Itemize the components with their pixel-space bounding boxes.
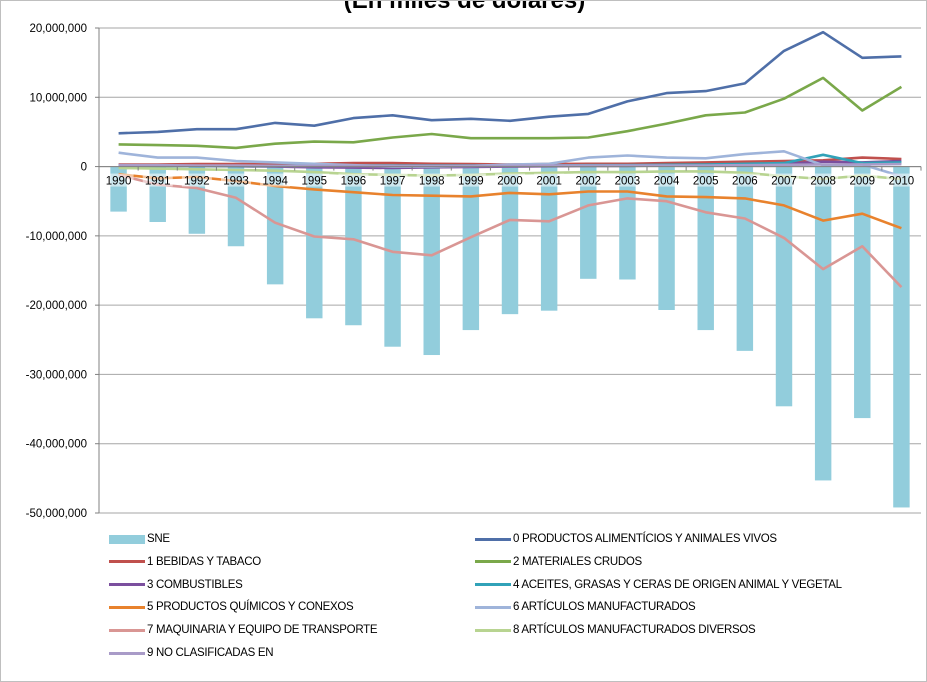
chart-title: (En miles de dólares) — [343, 0, 586, 14]
x-tick-label: 2003 — [615, 176, 641, 188]
bar-sne-1996 — [345, 166, 362, 326]
bar-sne-1998 — [423, 166, 440, 356]
x-tick-label-bg — [651, 173, 682, 187]
x-tick-label: 2001 — [536, 176, 562, 188]
bar-sne-2004 — [658, 166, 675, 310]
bar-sne-2010 — [893, 166, 910, 508]
y-axis: 20,000,000 10,000,000 0 -10,000,000 -20,000,… — [26, 23, 100, 520]
x-tick-label-bg — [769, 173, 799, 187]
x-tick-label: 2000 — [497, 176, 523, 188]
bar-sne-2009 — [854, 166, 871, 419]
x-tick-label-bg — [495, 173, 525, 187]
x-tick-label: 1992 — [184, 176, 210, 188]
x-tick-label: 1997 — [380, 176, 406, 188]
bar-series-sne — [110, 166, 910, 508]
y-tick-label: -30,000,000 — [26, 369, 87, 381]
x-tick-label-bg — [808, 173, 839, 187]
bar-sne-1990 — [110, 166, 127, 212]
x-tick-label: 2010 — [889, 176, 915, 188]
line-series-2 — [118, 76, 903, 150]
x-tick-label: 2009 — [849, 176, 875, 188]
bar-sne-1995 — [306, 166, 323, 319]
x-tick-label-bg — [299, 173, 330, 187]
x-tick-label-bg — [221, 173, 251, 187]
line-series-7 — [118, 173, 903, 288]
y-tick-label: -10,000,000 — [26, 231, 87, 243]
x-tick-label-bg — [534, 173, 565, 187]
x-tick-label: 1994 — [262, 176, 288, 188]
bar-sne-2002 — [580, 166, 597, 279]
line-series-6 — [118, 150, 902, 178]
x-tick-label: 1991 — [145, 176, 171, 188]
x-tick-label: 2004 — [654, 176, 680, 188]
x-tick-label: 2007 — [771, 176, 797, 188]
bar-sne-2000 — [501, 166, 519, 315]
x-tick-label-bg — [142, 173, 173, 187]
x-tick-label: 1996 — [341, 176, 367, 188]
x-tick-label-bg — [377, 173, 408, 187]
x-tick-label-bg — [729, 173, 760, 187]
y-tick-label: -20,000,000 — [26, 300, 87, 312]
x-tick-label: 2005 — [693, 176, 719, 188]
bar-sne-2006 — [736, 166, 754, 351]
x-tick-labels: 1990 1991 1992 1993 1994 1995 1996 1997 1998 1999… — [103, 173, 917, 188]
x-tick-label-bg — [886, 173, 917, 187]
y-tick-label: 10,000,000 — [29, 92, 87, 104]
x-tick-label-bg — [181, 173, 212, 187]
bar-sne-1994 — [266, 166, 284, 285]
x-tick-label-bg — [455, 173, 486, 187]
y-tick-label: 20,000,000 — [29, 23, 87, 35]
bar-sne-2007 — [775, 166, 793, 407]
x-tick-label: 1990 — [106, 176, 132, 188]
x-tick-label-bg — [103, 173, 134, 187]
x-tick-label: 1995 — [301, 176, 327, 188]
x-tick-label: 2002 — [575, 176, 601, 188]
bar-sne-1999 — [462, 166, 480, 331]
line-series-9 — [118, 162, 902, 168]
x-axis — [98, 166, 922, 171]
x-tick-label-bg — [573, 173, 604, 187]
x-tick-label-bg — [260, 173, 291, 187]
x-tick-label-bg — [416, 173, 447, 187]
x-tick-label-bg — [338, 173, 369, 187]
x-tick-label-bg — [847, 173, 878, 187]
y-tick-label: 0 — [81, 162, 87, 174]
bar-sne-1997 — [384, 166, 401, 347]
x-tick-label: 1999 — [458, 176, 484, 188]
bar-sne-2001 — [540, 166, 558, 311]
x-tick-label: 1993 — [223, 176, 249, 188]
bar-sne-2003 — [619, 166, 636, 280]
x-tick-label: 1998 — [419, 176, 445, 188]
x-tick-label-bg — [612, 173, 643, 187]
x-tick-label-bg — [690, 173, 721, 187]
bar-sne-2005 — [697, 166, 714, 331]
line-series-0 — [118, 30, 902, 135]
y-tick-label: -40,000,000 — [26, 439, 87, 451]
x-tick-label: 2008 — [810, 176, 836, 188]
y-tick-label: -50,000,000 — [26, 508, 87, 520]
x-tick-label: 2006 — [732, 176, 758, 188]
bar-sne-2008 — [814, 166, 832, 481]
